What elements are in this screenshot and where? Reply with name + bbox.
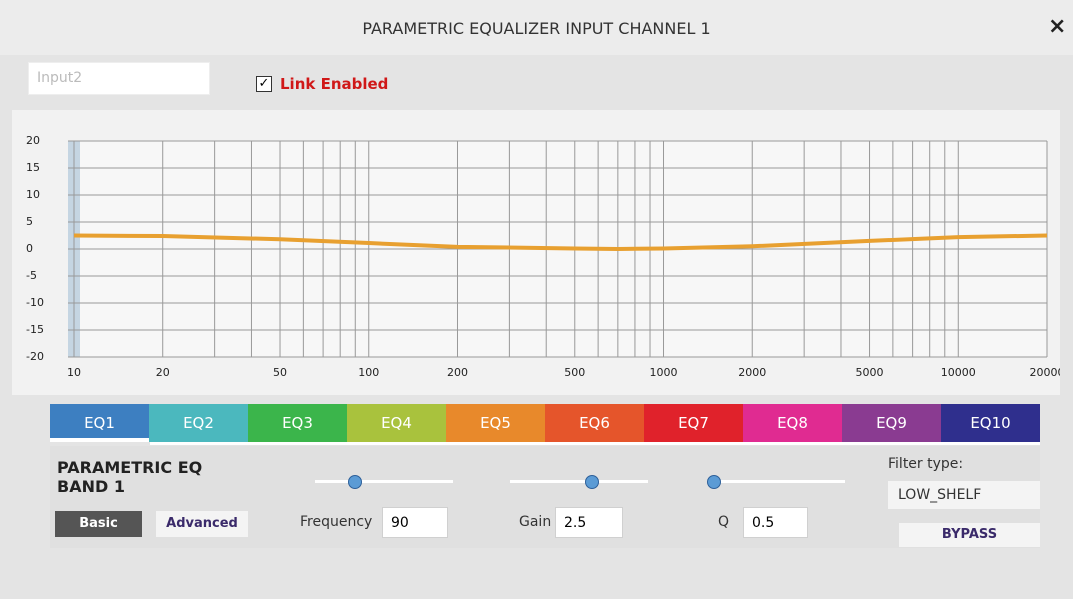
- dialog-title: PARAMETRIC EQUALIZER INPUT CHANNEL 1: [362, 19, 711, 38]
- y-tick-label: -10: [26, 296, 44, 309]
- x-tick-label: 20: [156, 366, 170, 379]
- eq-tab[interactable]: EQ6: [545, 404, 644, 442]
- y-tick-label: 20: [26, 134, 40, 147]
- gain-slider[interactable]: [510, 480, 648, 483]
- y-tick-label: -15: [26, 323, 44, 336]
- name-input[interactable]: Input2: [28, 62, 210, 95]
- x-tick-label: 200: [447, 366, 468, 379]
- eq-chart: -20 -15 -10 -5 0 5 10 15 20 10 20 50 100 200 500 1000 20…: [26, 134, 1065, 379]
- x-tick-label: 2000: [738, 366, 766, 379]
- eq-curve: [73, 233, 1048, 251]
- y-tick-label: 10: [26, 188, 40, 201]
- eq-tabs: EQ1 EQ2 EQ3 EQ4 EQ5 EQ6 EQ7 EQ8 EQ9 EQ10: [50, 404, 1040, 442]
- band-panel: PARAMETRIC EQ BAND 1 Basic Advanced Freq…: [50, 446, 1040, 548]
- frequency-knob[interactable]: [348, 475, 362, 489]
- eq-tab[interactable]: EQ1: [50, 404, 149, 442]
- q-input[interactable]: 0.5: [743, 507, 808, 538]
- eq-tab[interactable]: EQ5: [446, 404, 545, 442]
- y-tick-label: 0: [26, 242, 33, 255]
- x-tick-label: 50: [273, 366, 287, 379]
- chart-panel: -20 -15 -10 -5 0 5 10 15 20 10 20 50 100 200 500 1000 20…: [12, 110, 1065, 395]
- x-tick-label: 10: [67, 366, 81, 379]
- filter-type-label: Filter type:: [888, 456, 964, 472]
- x-tick-label: 100: [358, 366, 379, 379]
- gain-label: Gain: [519, 514, 552, 530]
- y-tick-label: 5: [26, 215, 33, 228]
- close-button[interactable]: ×: [1048, 14, 1067, 39]
- band-title: PARAMETRIC EQ BAND 1: [57, 458, 203, 496]
- frequency-input[interactable]: 90: [382, 507, 448, 538]
- tab-underline: [150, 442, 1040, 445]
- advanced-button[interactable]: Advanced: [156, 511, 248, 537]
- eq-tab[interactable]: EQ10: [941, 404, 1040, 442]
- link-checkbox[interactable]: ✓: [256, 76, 272, 92]
- gain-knob[interactable]: [585, 475, 599, 489]
- eq-tab[interactable]: EQ9: [842, 404, 941, 442]
- eq-tab[interactable]: EQ2: [149, 404, 248, 442]
- y-tick-label: -5: [26, 269, 37, 282]
- x-tick-label: 5000: [856, 366, 884, 379]
- filter-type-select[interactable]: LOW_SHELF: [888, 481, 1040, 509]
- x-tick-label: 20000: [1030, 366, 1061, 379]
- x-tick-label: 10000: [941, 366, 976, 379]
- x-tick-label: 500: [564, 366, 585, 379]
- bypass-button[interactable]: BYPASS: [899, 523, 1040, 547]
- link-label[interactable]: Link Enabled: [280, 75, 389, 93]
- eq-tab[interactable]: EQ4: [347, 404, 446, 442]
- title-bar: [0, 0, 1073, 55]
- eq-tab[interactable]: EQ7: [644, 404, 743, 442]
- y-tick-label: 15: [26, 161, 40, 174]
- gain-input[interactable]: 2.5: [555, 507, 623, 538]
- q-knob[interactable]: [707, 475, 721, 489]
- frequency-slider[interactable]: [315, 480, 453, 483]
- eq-tab[interactable]: EQ3: [248, 404, 347, 442]
- frequency-label: Frequency: [300, 514, 373, 530]
- q-label: Q: [718, 514, 730, 530]
- q-slider[interactable]: [707, 480, 845, 483]
- basic-button[interactable]: Basic: [55, 511, 142, 537]
- y-tick-label: -20: [26, 350, 44, 363]
- eq-tab[interactable]: EQ8: [743, 404, 842, 442]
- x-tick-label: 1000: [650, 366, 678, 379]
